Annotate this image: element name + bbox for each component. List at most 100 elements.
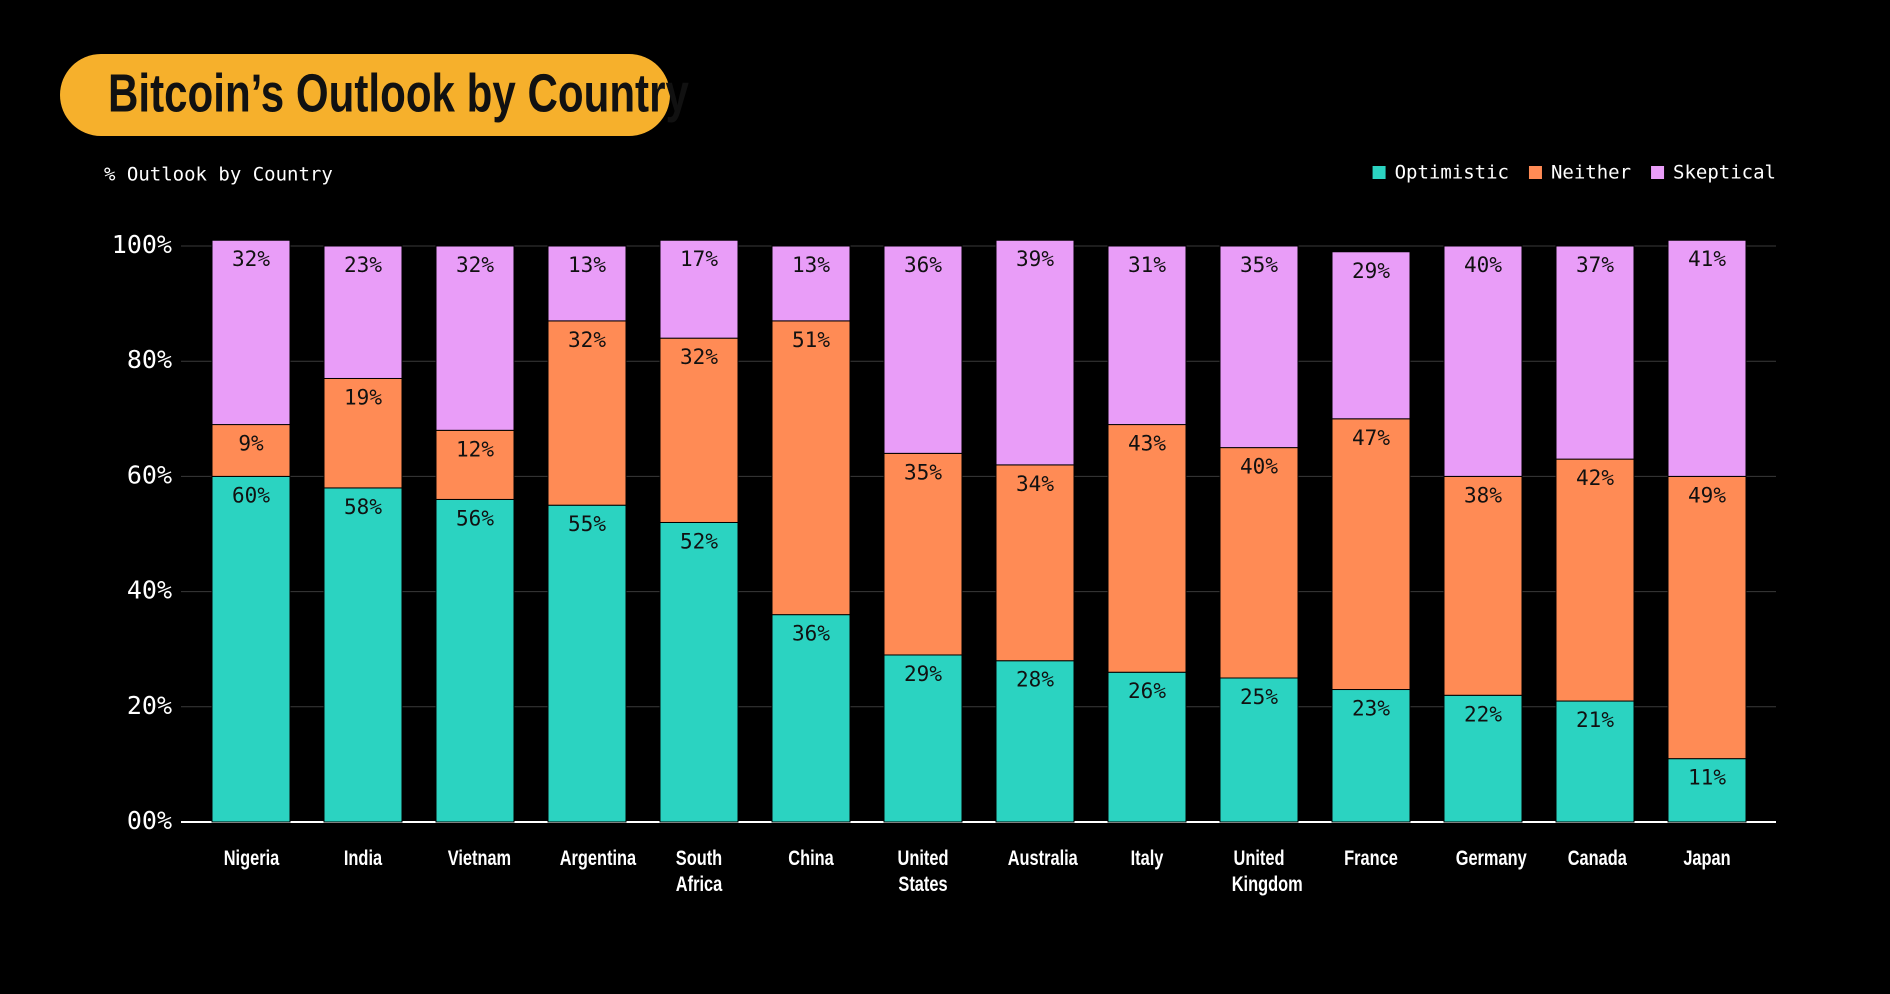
bar-segment: [659, 521, 739, 823]
value-label: 41%: [1688, 247, 1726, 271]
bar-segment: [211, 475, 291, 823]
value-label: 23%: [344, 253, 382, 277]
value-label: 51%: [792, 328, 830, 352]
value-label: 47%: [1352, 426, 1390, 450]
bar-segment: [995, 464, 1075, 662]
bar-segment: [771, 245, 851, 322]
bar-segment: [1667, 475, 1747, 760]
bar-segment: [995, 239, 1075, 466]
legend-swatch: [1528, 166, 1542, 179]
bar-segment: [1555, 700, 1635, 823]
bar-segment: [883, 245, 963, 454]
value-label: 26%: [1128, 679, 1166, 703]
x-tick-label: United Kingdom: [1231, 847, 1303, 896]
bar-segment: [1443, 475, 1523, 696]
bar-segment: [1443, 694, 1523, 823]
value-label: 23%: [1352, 697, 1390, 721]
bar-segment: [771, 614, 851, 823]
chart-subtitle: % Outlook by Country: [104, 164, 333, 186]
bar-segment: [883, 452, 963, 656]
bar-segment: [1331, 251, 1411, 420]
value-label: 31%: [1128, 253, 1166, 277]
value-label: 39%: [1016, 247, 1054, 271]
bar-segment: [659, 337, 739, 523]
value-label: 49%: [1688, 483, 1726, 507]
value-label: 29%: [1352, 259, 1390, 283]
x-tick-label: China: [788, 847, 834, 870]
x-tick-label: Argentina: [559, 847, 637, 870]
value-label: 28%: [1016, 668, 1054, 692]
value-label: 32%: [568, 328, 606, 352]
value-label: 42%: [1576, 466, 1614, 490]
value-label: 40%: [1464, 253, 1502, 277]
x-tick-label: Vietnam: [447, 847, 512, 870]
value-label: 19%: [344, 385, 382, 409]
bar-segment: [547, 245, 627, 322]
x-tick-label: Australia: [1007, 847, 1078, 870]
x-tick-label: Italy: [1130, 847, 1164, 870]
value-label: 25%: [1240, 685, 1278, 709]
legend-swatch: [1372, 166, 1386, 179]
bar-segment: [1667, 239, 1747, 477]
value-label: 60%: [232, 483, 270, 507]
bar-segment: [1107, 245, 1187, 426]
x-tick-label: United States: [897, 847, 949, 896]
bar-segment: [1443, 245, 1523, 477]
x-tick-label: South Africa: [675, 847, 723, 896]
bar-segment: [1667, 758, 1747, 823]
bar-segment: [1107, 424, 1187, 673]
x-tick-label: Germany: [1455, 847, 1527, 870]
bar-segment: [1219, 245, 1299, 449]
bar-segment: [323, 487, 403, 823]
bar-segment: [547, 320, 627, 506]
y-tick-label: 20%: [127, 691, 172, 720]
bar-segment: [323, 377, 403, 489]
y-tick-label: 80%: [127, 345, 172, 374]
value-label: 37%: [1576, 253, 1614, 277]
value-label: 13%: [792, 253, 830, 277]
x-tick-label: Nigeria: [223, 847, 280, 870]
x-tick-label: Japan: [1683, 847, 1731, 870]
value-label: 32%: [680, 345, 718, 369]
title-pill: [60, 54, 670, 136]
bar-segment: [323, 245, 403, 379]
legend-label: Skeptical: [1673, 162, 1776, 184]
bar-segment: [547, 504, 627, 823]
x-tick-label: France: [1344, 847, 1398, 870]
bar-segment: [435, 245, 515, 431]
value-label: 32%: [456, 253, 494, 277]
bar-segment: [435, 498, 515, 823]
value-label: 9%: [238, 432, 264, 456]
value-label: 12%: [456, 437, 494, 461]
value-label: 43%: [1128, 432, 1166, 456]
value-label: 38%: [1464, 483, 1502, 507]
x-tick-label: India: [343, 847, 383, 870]
bar-segment: [1555, 245, 1635, 460]
y-tick-label: 40%: [127, 576, 172, 605]
x-tick-label: Canada: [1567, 847, 1627, 870]
value-label: 21%: [1576, 708, 1614, 732]
value-label: 35%: [904, 460, 942, 484]
bar-segment: [1331, 418, 1411, 691]
bar-segment: [1107, 671, 1187, 823]
value-label: 58%: [344, 495, 382, 519]
legend-label: Neither: [1551, 162, 1631, 184]
value-label: 32%: [232, 247, 270, 271]
value-label: 40%: [1240, 455, 1278, 479]
value-label: 36%: [792, 622, 830, 646]
value-label: 22%: [1464, 702, 1502, 726]
value-label: 55%: [568, 512, 606, 536]
y-tick-label: 60%: [127, 460, 172, 489]
chart-title: Bitcoin’s Outlook by Country: [108, 63, 689, 123]
value-label: 11%: [1688, 766, 1726, 790]
bar-segment: [435, 429, 515, 500]
y-tick-label: 00%: [127, 806, 172, 835]
value-label: 34%: [1016, 472, 1054, 496]
legend-swatch: [1651, 166, 1665, 179]
bar-segment: [1219, 447, 1299, 679]
bar-segment: [771, 320, 851, 616]
bar-segment: [1219, 677, 1299, 823]
bar-segment: [211, 239, 291, 426]
